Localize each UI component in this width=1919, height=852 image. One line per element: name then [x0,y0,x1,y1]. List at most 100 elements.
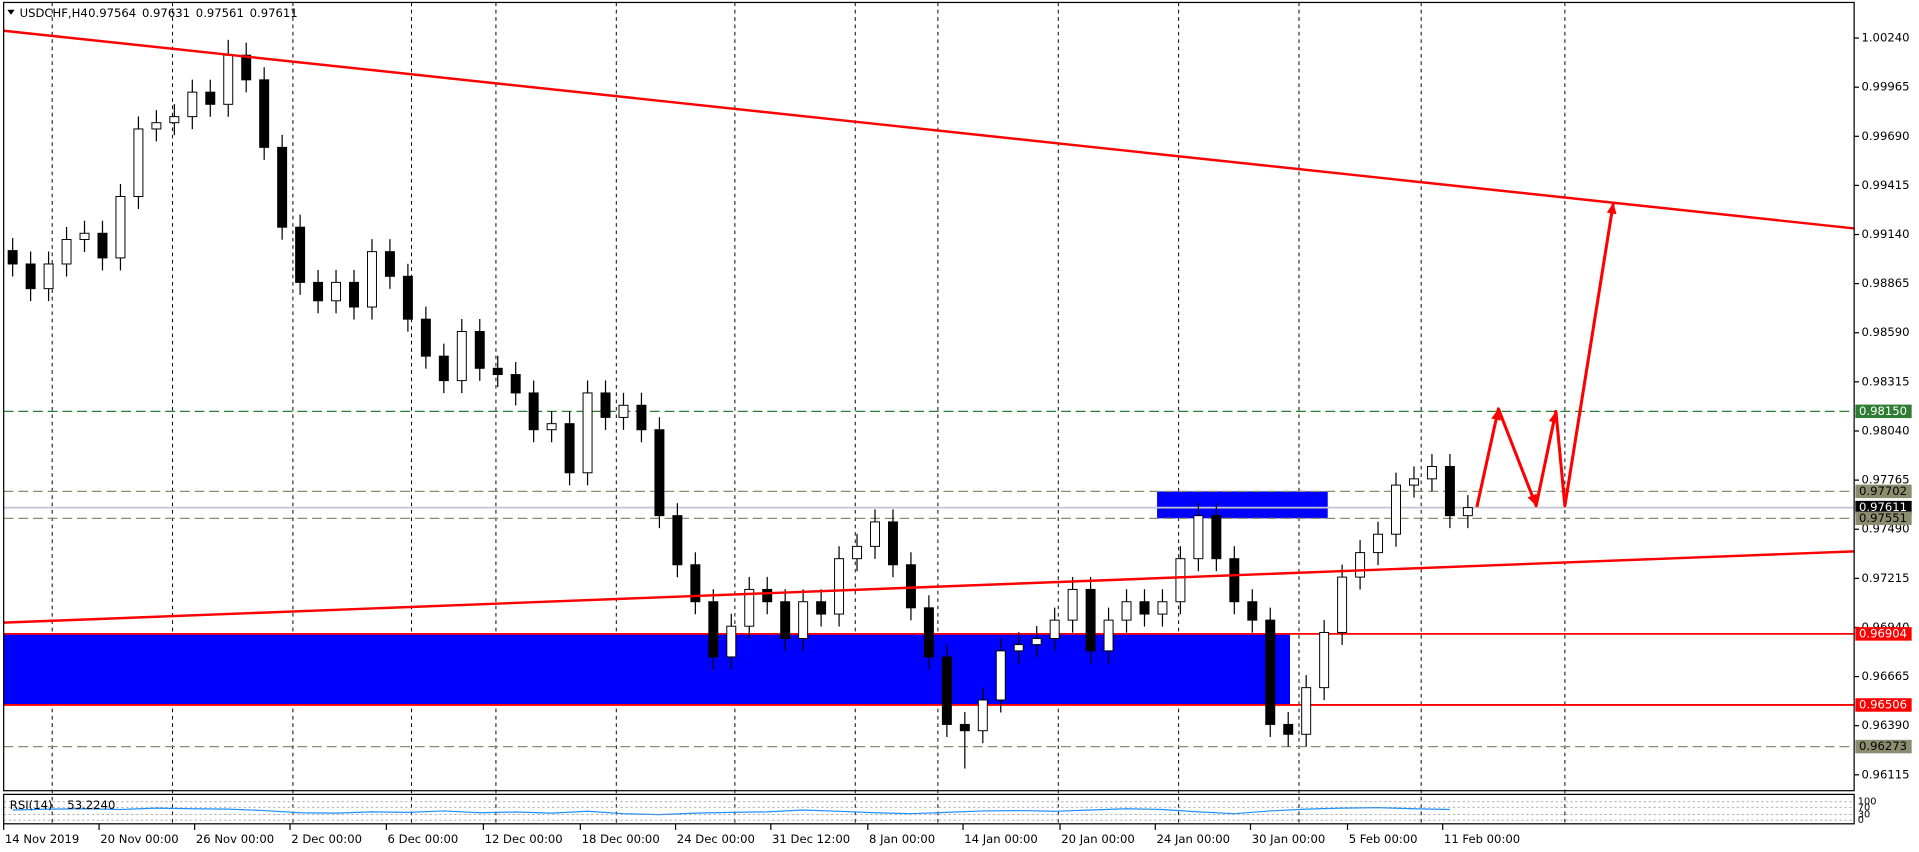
level-label: 0.98150 [1859,404,1907,418]
candle-body [528,392,539,431]
candle-body [1103,619,1114,652]
candle-body [1139,601,1150,615]
candle-body [25,263,36,290]
y-tick-label: 0.98040 [1861,423,1909,437]
indicator-value: 53.2240 [67,798,115,812]
candle-body [1193,515,1204,560]
candle-body [1031,638,1042,646]
candle-body [151,122,162,130]
candle-body [726,625,737,658]
candle-body [1049,619,1060,640]
candle-body [366,251,377,308]
y-tick-label: 0.97765 [1861,473,1909,487]
level-label-box [1855,404,1912,419]
level-label-box [1855,511,1912,526]
candle-body [277,146,288,228]
candle-body [187,91,198,118]
x-tick-label: 14 Nov 2019 [5,832,79,846]
candle-body [420,318,431,357]
candle-body [582,392,593,474]
level-label-box [1855,500,1912,515]
trendline [3,29,1855,230]
projection-path [1475,202,1615,508]
y-tick-label: 0.97490 [1861,522,1909,536]
line-layer [3,29,1855,816]
indicator-tick-label: 100 [1858,797,1877,808]
x-tick-label: 24 Dec 00:00 [677,832,755,846]
candle-body [1444,466,1455,517]
x-tick-label: 30 Jan 00:00 [1252,832,1326,846]
candle-body [1085,588,1096,652]
candle-body [1355,552,1366,578]
arrow-head [1527,493,1537,506]
candle-body [295,226,306,283]
y-tick-label: 0.96665 [1861,669,1909,683]
candle-body [995,650,1006,701]
candle-body [115,195,126,259]
x-tick-label: 20 Jan 00:00 [1061,832,1135,846]
candle-body [941,656,952,725]
candle-body [870,521,880,547]
y-tick-label: 0.98315 [1861,374,1909,388]
candle-body [780,601,791,640]
candle-body [923,607,934,658]
y-tick-label: 0.99140 [1861,227,1909,241]
x-tick-label: 5 Feb 00:00 [1349,832,1418,846]
chart-title: USDCHF,H4 [20,6,88,20]
candle-body [7,250,18,265]
candle-body [79,232,90,241]
candle-body [313,281,324,302]
candle-body [708,601,719,658]
candle-body [1283,723,1294,735]
x-tick-label: 20 Nov 00:00 [100,832,178,846]
candle-body [546,423,557,431]
zone-layer [3,491,1328,705]
candle-body [402,275,413,320]
candle-body [690,564,701,603]
axis-layer: 1.00240 0.99965 0.99690 0.99415 0.99140 0.988… [3,31,1912,846]
candle-body [672,515,683,566]
y-tick-label: 0.99965 [1861,80,1909,94]
candle-body [456,331,467,382]
indicator-tick-label: 30 [1858,810,1870,821]
candle-body [510,374,521,394]
y-tick-label: 0.98590 [1861,325,1909,339]
x-tick-label: 14 Jan 00:00 [964,832,1038,846]
x-tick-label: 26 Nov 00:00 [196,832,274,846]
candle-body [61,239,72,265]
candle-body [1067,588,1078,621]
candle-body [331,281,342,302]
quote-value: 0.97564 [88,6,136,20]
candle-body [798,601,809,640]
indicator-tick-label: 0 [1858,815,1864,826]
x-tick-label: 11 Feb 00:00 [1444,832,1520,846]
candle-body [241,54,252,81]
candle-body [438,355,449,382]
zone [1157,491,1328,519]
candle-body [636,404,647,431]
candle-body [959,723,970,732]
level-label-box [1855,739,1912,754]
level-layer [3,410,1855,748]
level-label: 0.97611 [1859,500,1907,514]
candle-body [223,54,234,105]
candle-body [1337,576,1348,633]
y-tick-label: 0.97215 [1861,571,1909,585]
candle-body [762,588,773,603]
arrow-head [1606,202,1617,215]
x-tick-label: 24 Jan 00:00 [1156,832,1230,846]
arrow-head [1548,411,1559,424]
y-tick-label: 0.96390 [1861,718,1909,732]
candle-body [1121,601,1132,621]
candle-body [1013,644,1024,652]
candle-body [1301,687,1312,735]
level-label: 0.96273 [1859,739,1907,753]
candle-body [97,232,108,259]
candle-body [205,91,216,105]
candle-body [1211,515,1222,560]
x-tick-label: 12 Dec 00:00 [485,832,563,846]
candle-body [887,521,898,566]
candle-body [1391,484,1401,535]
level-label-box [1855,484,1912,499]
